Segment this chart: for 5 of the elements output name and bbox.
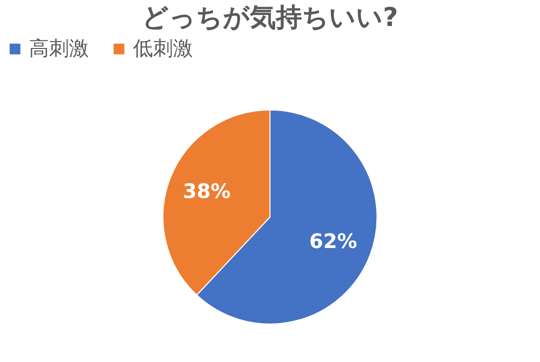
data-label: 38% [182, 178, 231, 203]
data-label: 62% [309, 229, 358, 254]
legend-label: 高刺激 [29, 36, 89, 60]
legend-label: 低刺激 [133, 36, 193, 60]
chart-title: どっちが気持ちいい? [142, 3, 398, 33]
